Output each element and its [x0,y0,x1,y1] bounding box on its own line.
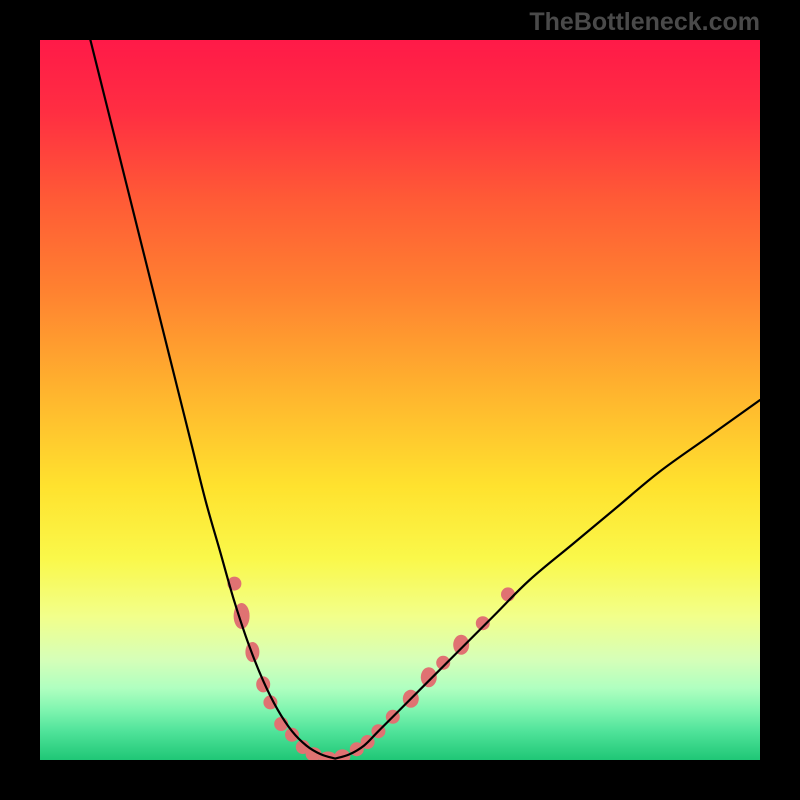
chart-svg [0,0,800,800]
marker-dot [421,667,437,687]
marker-dot [501,587,515,601]
gradient-background [40,40,760,760]
marker-dot [453,635,469,655]
